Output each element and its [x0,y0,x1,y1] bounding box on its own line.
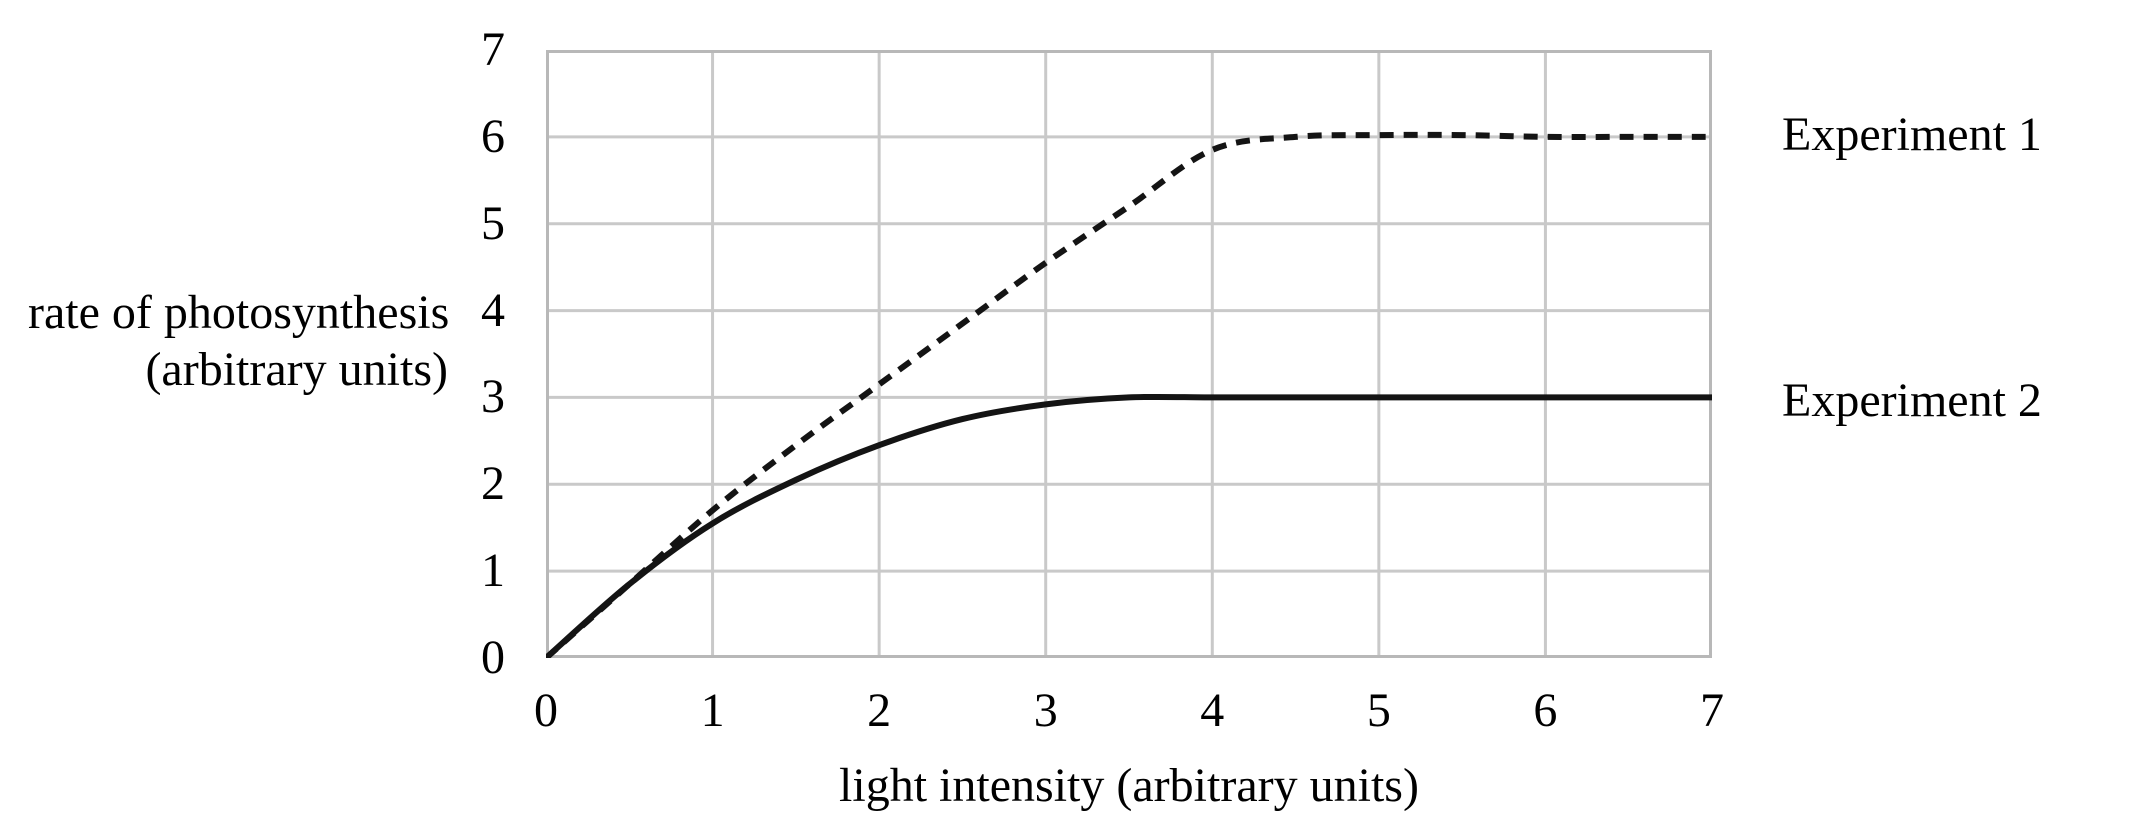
y-axis-title-line-2: (arbitrary units) [145,343,448,396]
x-tick-label: 0 [534,684,558,737]
x-axis-title: light intensity (arbitrary units) [839,759,1419,812]
x-tick-label: 1 [700,684,725,737]
y-axis-title: rate of photosynthesis (arbitrary units) [28,284,450,398]
x-tick-label: 3 [1033,684,1058,737]
y-tick-label: 3 [481,370,505,424]
x-tick-label: 4 [1200,684,1225,737]
experiment-1-curve [546,131,1712,658]
y-tick-label: 5 [481,196,505,250]
y-tick-label: 2 [481,457,505,511]
experiment-2-curve [546,393,1712,658]
y-tick-label: 7 [481,23,505,76]
x-tick-label: 7 [1700,684,1724,737]
legend-experiment-2: Experiment 2 [1782,374,2042,427]
y-tick-label: 1 [481,544,505,598]
x-tick-label: 6 [1533,684,1558,737]
y-tick-label: 4 [481,283,505,337]
x-tick-label: 5 [1366,684,1391,737]
legend-experiment-1: Experiment 1 [1782,108,2042,161]
plot-area [546,50,1712,658]
y-tick-label: 0 [481,631,505,684]
plot-border [546,50,1712,658]
x-tick-label: 2 [867,684,892,737]
y-axis-title-line-1: rate of photosynthesis [28,286,450,339]
y-tick-label: 6 [481,109,505,163]
